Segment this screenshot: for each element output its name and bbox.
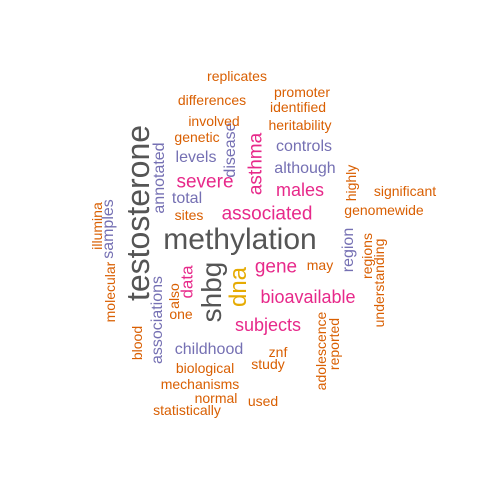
word-controls: controls bbox=[275, 138, 333, 155]
word-highly: highly bbox=[343, 164, 359, 202]
word-total: total bbox=[171, 190, 203, 207]
word-region: region bbox=[340, 227, 357, 273]
word-associated: associated bbox=[221, 203, 313, 225]
word-reported: reported bbox=[326, 317, 342, 371]
word-identified: identified bbox=[269, 99, 327, 115]
word-mechanisms: mechanisms bbox=[160, 376, 240, 392]
word-associations: associations bbox=[149, 275, 166, 365]
word-subjects: subjects bbox=[234, 315, 302, 335]
word-genetic: genetic bbox=[174, 129, 220, 145]
word-involved: involved bbox=[188, 113, 240, 129]
word-gene: gene bbox=[254, 256, 298, 278]
word-one: one bbox=[169, 306, 193, 322]
word-genomewide: genomewide bbox=[344, 202, 424, 218]
word-study: study bbox=[251, 356, 285, 372]
word-statistically: statistically bbox=[153, 402, 221, 418]
word-shbg: shbg bbox=[196, 261, 227, 323]
word-also: also bbox=[166, 283, 182, 309]
word-replicates: replicates bbox=[207, 68, 267, 84]
word-significant: significant bbox=[373, 183, 437, 199]
word-znf: znf bbox=[268, 344, 288, 360]
word-sites: sites bbox=[174, 207, 204, 223]
word-levels: levels bbox=[175, 149, 217, 166]
word-illumina: illumina bbox=[89, 202, 105, 250]
word-asthma: asthma bbox=[245, 132, 267, 196]
word-heritability: heritability bbox=[268, 117, 332, 133]
word-molecular: molecular bbox=[102, 261, 118, 323]
word-annotated: annotated bbox=[151, 142, 168, 214]
word-testosterone: testosterone bbox=[120, 124, 156, 302]
word-understanding: understanding bbox=[371, 238, 387, 328]
word-may: may bbox=[306, 257, 334, 273]
word-males: males bbox=[275, 180, 325, 200]
word-used: used bbox=[247, 393, 279, 409]
word-biological: biological bbox=[175, 360, 235, 376]
word-bioavailable: bioavailable bbox=[260, 287, 356, 307]
word-severe: severe bbox=[176, 171, 234, 193]
word-methylation: methylation bbox=[163, 223, 317, 256]
word-childhood: childhood bbox=[174, 341, 244, 358]
word-although: although bbox=[274, 160, 336, 177]
word-disease: disease bbox=[222, 122, 239, 178]
word-normal: normal bbox=[194, 390, 238, 406]
word-differences: differences bbox=[177, 92, 247, 108]
word-promoter: promoter bbox=[273, 84, 331, 100]
word-blood: blood bbox=[129, 325, 145, 361]
word-dna: dna bbox=[225, 266, 252, 308]
